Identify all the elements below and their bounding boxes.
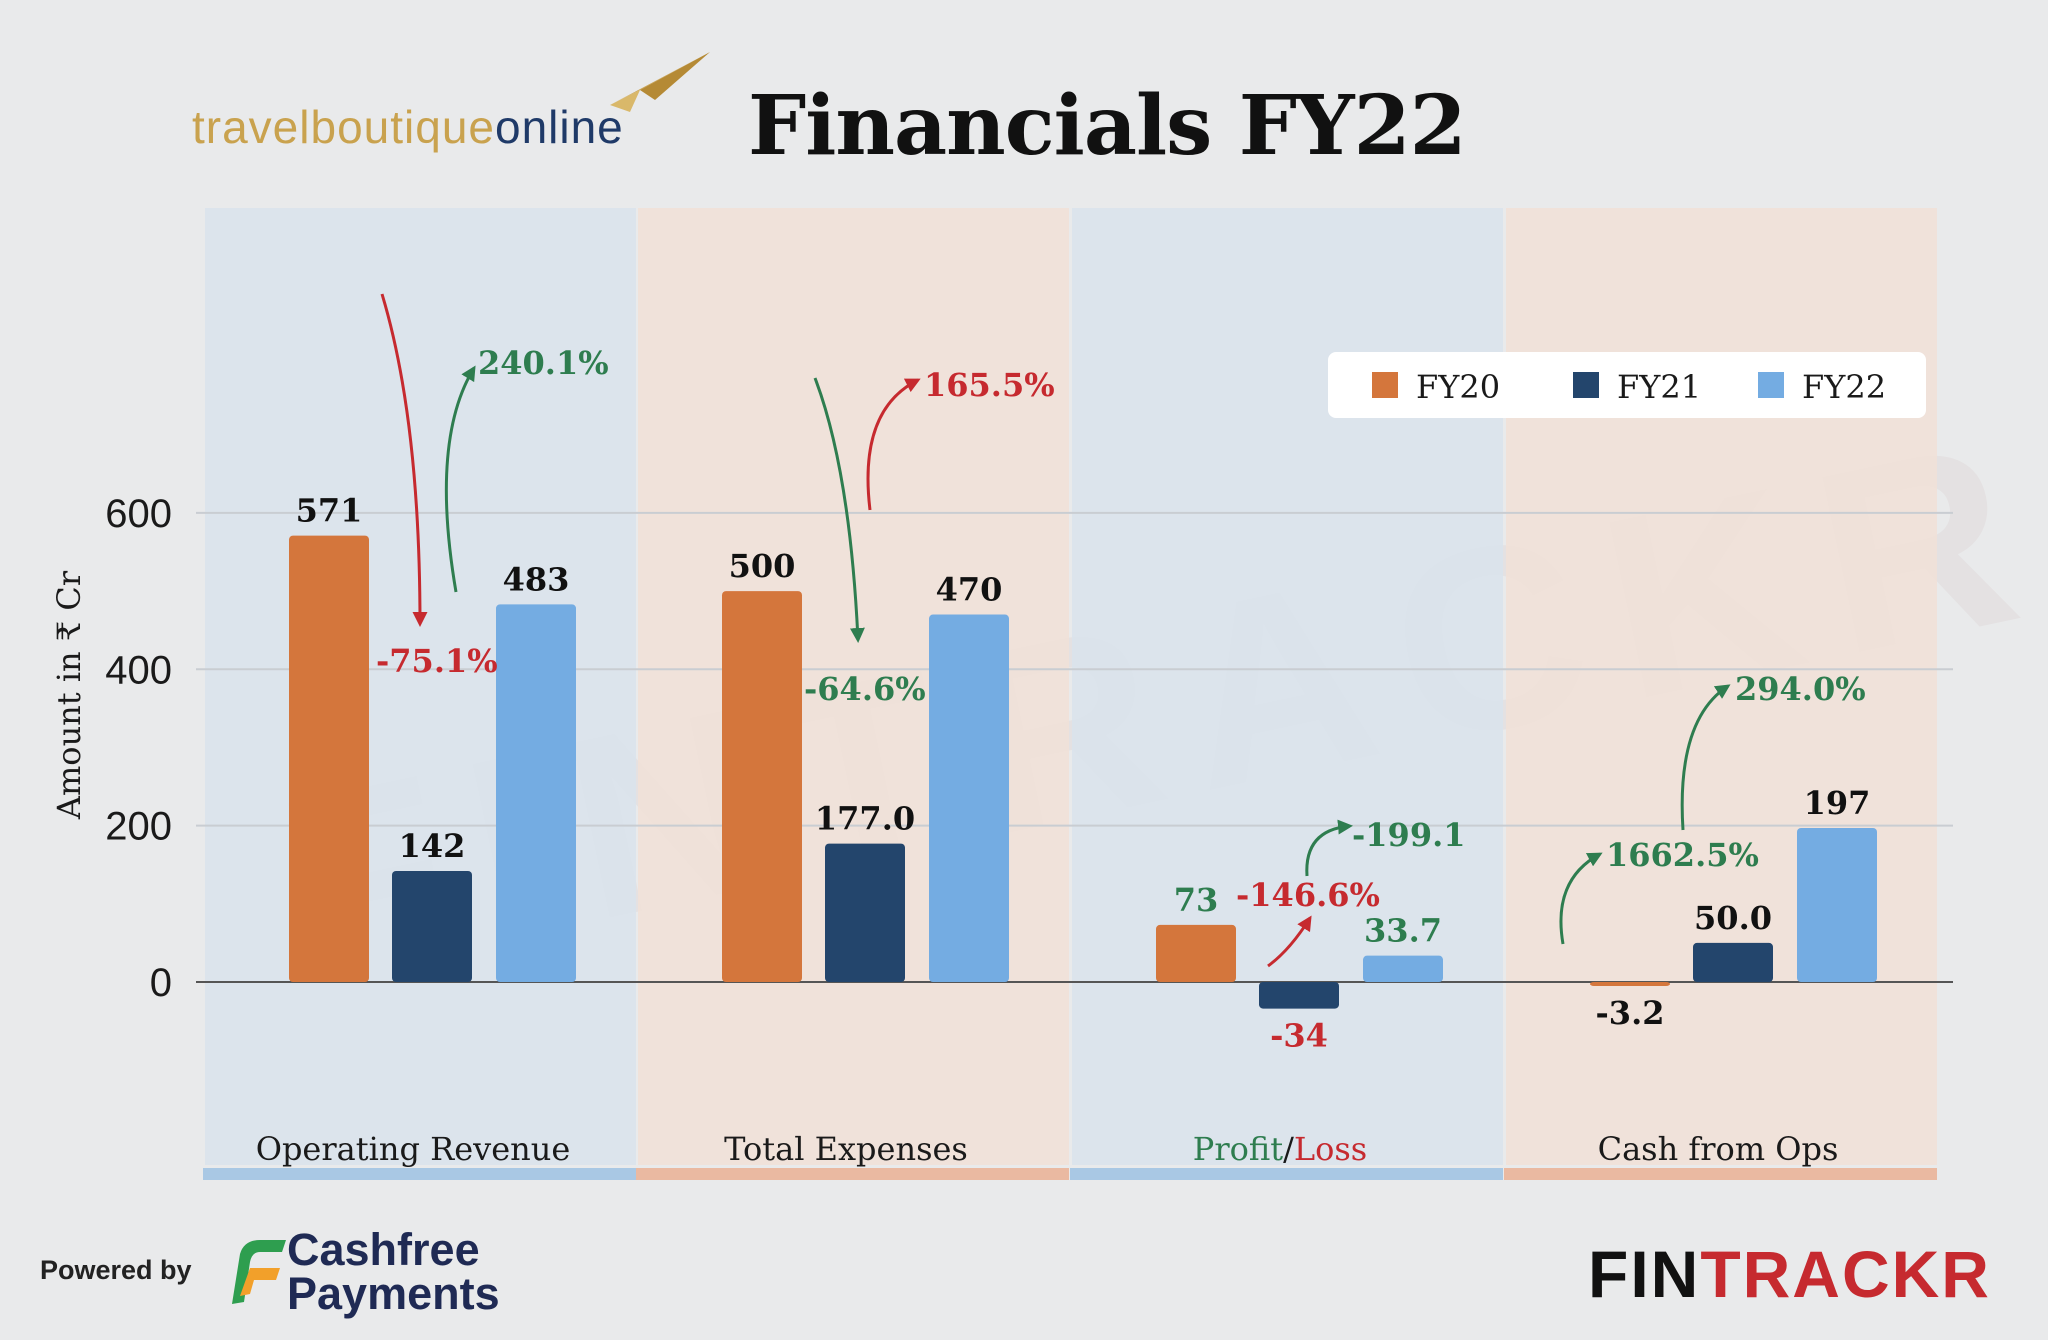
bar-fy20 <box>722 591 802 982</box>
bar-fy21 <box>1259 982 1339 1009</box>
category-label-part: Total Expenses <box>724 1130 968 1168</box>
change-arrow <box>1680 684 1731 831</box>
category-label: Profit/Loss <box>1193 1130 1367 1168</box>
change-arrow <box>1305 819 1353 877</box>
travelboutiqueonline-logo: travelboutiqueonline <box>192 100 624 154</box>
legend-box <box>1328 352 1926 418</box>
bar-fy21 <box>825 843 905 982</box>
change-label: 294.0% <box>1735 670 1866 708</box>
y-tick-label: 400 <box>105 648 172 692</box>
change-arrow <box>813 377 865 643</box>
page-title: Financials FY22 <box>748 78 1467 174</box>
powered-by-label: Powered by <box>40 1255 192 1285</box>
category-strip <box>636 1168 1069 1180</box>
category-strip <box>1504 1168 1937 1180</box>
bar-value-label: 142 <box>399 827 466 865</box>
change-label: 240.1% <box>478 344 609 382</box>
bar-fy20 <box>1590 982 1670 986</box>
change-label: 165.5% <box>924 366 1055 404</box>
cashfree-line2: Payments <box>287 1268 500 1319</box>
bar-value-label: 500 <box>729 547 796 585</box>
change-arrow <box>380 293 428 627</box>
fintrackr-logo: FINTRACKR <box>1588 1236 1991 1312</box>
bar-value-label: 33.7 <box>1364 912 1442 950</box>
bar-value-label: 470 <box>936 571 1003 609</box>
change-arrow <box>866 378 921 511</box>
bar-fy20 <box>289 535 369 982</box>
legend-label: FY20 <box>1416 368 1500 406</box>
change-arrow <box>1267 915 1312 968</box>
y-axis-label: Amount in ₹ Cr <box>50 570 88 820</box>
change-label: -199.1 <box>1352 816 1465 854</box>
category-label: Total Expenses <box>724 1130 968 1168</box>
change-arrow <box>444 365 476 593</box>
bar-fy20 <box>1156 924 1236 982</box>
legend-label: FY21 <box>1617 368 1701 406</box>
change-label: -64.6% <box>804 670 926 708</box>
bar-fy22 <box>496 604 576 982</box>
legend-label: FY22 <box>1802 368 1886 406</box>
bar-fy22 <box>1797 827 1877 982</box>
paper-plane-icon <box>610 52 710 112</box>
category-strip <box>203 1168 636 1180</box>
y-tick-label: 600 <box>105 492 172 536</box>
bar-value-label: -34 <box>1270 1017 1328 1055</box>
legend-swatch <box>1758 372 1784 398</box>
y-tick-label: 200 <box>105 805 172 849</box>
bar-value-label: 571 <box>296 492 363 530</box>
bar-fy21 <box>1693 942 1773 982</box>
category-label-part: / <box>1283 1130 1294 1168</box>
bar-value-label: -3.2 <box>1596 994 1665 1032</box>
category-panel <box>1506 208 1937 1165</box>
change-arrow <box>1559 852 1603 945</box>
bar-fy22 <box>1363 955 1443 982</box>
legend-swatch <box>1372 372 1398 398</box>
category-label: Operating Revenue <box>256 1130 571 1168</box>
bar-fy21 <box>392 870 472 982</box>
category-strip <box>1070 1168 1503 1180</box>
change-label: 1662.5% <box>1606 836 1759 874</box>
change-label: -146.6% <box>1236 876 1380 914</box>
cashfree-logo-icon <box>232 1240 286 1304</box>
bar-value-label: 177.0 <box>815 800 915 838</box>
category-label-part: Profit <box>1193 1130 1283 1168</box>
brand-trackr: TRACKR <box>1700 1237 1991 1311</box>
bar-value-label: 483 <box>503 560 570 598</box>
change-label: -75.1% <box>376 642 498 680</box>
cashfree-logo-text: Cashfree Payments <box>287 1224 500 1319</box>
brand-fin: FIN <box>1588 1237 1701 1311</box>
cashfree-line1: Cashfree <box>287 1224 480 1275</box>
logo-text-part1: travelboutique <box>192 101 495 153</box>
bar-fy22 <box>929 614 1009 982</box>
bar-value-label: 50.0 <box>1694 899 1772 937</box>
logo-text-part2: online <box>494 101 624 153</box>
bar-value-label: 197 <box>1804 784 1871 822</box>
legend-swatch <box>1573 372 1599 398</box>
category-label-part: Loss <box>1294 1130 1367 1168</box>
category-label-part: Operating Revenue <box>256 1130 571 1168</box>
category-label-part: Cash from Ops <box>1598 1130 1839 1168</box>
bar-value-label: 73 <box>1174 881 1219 919</box>
category-label: Cash from Ops <box>1598 1130 1839 1168</box>
y-tick-label: 0 <box>150 961 172 1005</box>
